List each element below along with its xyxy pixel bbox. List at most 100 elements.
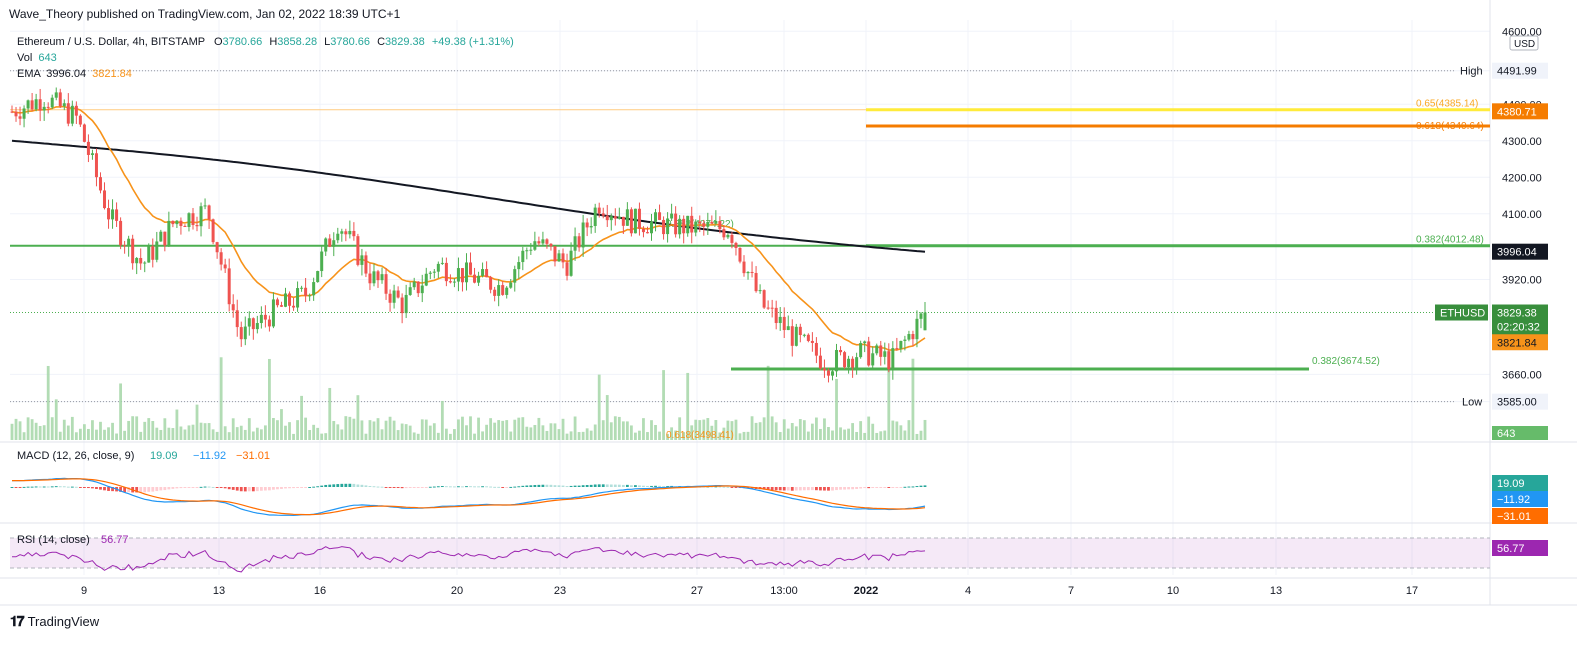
- volume-bar: [549, 423, 553, 440]
- candle-body: [292, 305, 296, 308]
- volume-bar: [839, 427, 842, 440]
- time-tick: 4: [965, 585, 971, 597]
- volume-bar: [569, 431, 573, 440]
- volume-bar: [263, 425, 267, 440]
- candle-body: [58, 92, 62, 107]
- macd-hist-bar: [859, 487, 863, 489]
- volume-tag-bg: [1492, 426, 1548, 440]
- volume-bar: [517, 417, 521, 440]
- volume-bar: [706, 418, 710, 440]
- macd-hist-bar: [211, 486, 215, 488]
- macd-hist-bar: [650, 485, 653, 487]
- macd-hist-bar: [187, 487, 191, 488]
- volume-bar: [143, 421, 147, 440]
- volume-bar: [207, 423, 211, 440]
- volume-bar: [887, 350, 891, 440]
- time-tick: 10: [1167, 585, 1179, 597]
- macd-hist-bar: [30, 486, 34, 488]
- macd-hist-bar: [565, 486, 569, 488]
- candle-body: [577, 236, 581, 248]
- macd-hist-bar: [404, 487, 408, 489]
- volume-bar: [255, 427, 259, 440]
- macd-hist-bar: [171, 487, 175, 489]
- candle-body: [810, 340, 814, 343]
- candle-body: [662, 219, 666, 235]
- volume-bar: [561, 418, 565, 440]
- macd-hist-bar: [203, 486, 207, 488]
- volume-bar: [746, 431, 750, 440]
- macd-hist-bar: [360, 484, 364, 487]
- time-tick: 23: [554, 585, 566, 597]
- price-tick: 3660.00: [1502, 369, 1542, 381]
- candle-body: [621, 216, 625, 226]
- macd-hist-bar: [10, 487, 14, 488]
- macd-hist-bar: [819, 487, 822, 491]
- volume-bar: [340, 429, 344, 440]
- macd-hist-bar: [589, 484, 593, 487]
- macd-hist-bar: [392, 487, 396, 488]
- volume-bar: [585, 428, 589, 440]
- time-tick: 7: [1068, 585, 1074, 597]
- candle-body: [440, 262, 444, 264]
- macd-hist-bar: [119, 487, 122, 492]
- candle-body: [855, 357, 859, 368]
- candle-body: [94, 153, 98, 178]
- macd-hist-bar: [453, 486, 456, 488]
- candle-body: [806, 334, 810, 341]
- volume-tag: 643: [1497, 428, 1515, 440]
- macd-hist-bar: [839, 487, 842, 490]
- macd-hist-bar: [855, 487, 859, 489]
- volume-bar: [428, 425, 432, 440]
- macd-hist-bar: [573, 485, 577, 487]
- volume-bar: [867, 416, 871, 440]
- volume-bar: [239, 425, 243, 440]
- candle-body: [585, 222, 589, 228]
- macd-hist-bar: [722, 486, 726, 488]
- candle-body: [698, 221, 702, 224]
- candle-body: [90, 153, 94, 155]
- time-tick: 27: [691, 585, 703, 597]
- volume-bar: [843, 429, 846, 440]
- candle-body: [227, 268, 231, 305]
- volume-bar: [175, 409, 179, 440]
- macd-hist-bar: [585, 485, 589, 487]
- time-tick: 13: [1270, 585, 1282, 597]
- candle-body: [296, 288, 300, 308]
- candle-body: [26, 100, 30, 109]
- macd-hist-bar: [259, 487, 263, 491]
- macd-hist-bar: [167, 487, 171, 490]
- ohlc-low: L3780.66: [324, 36, 371, 48]
- candle-body: [722, 229, 726, 238]
- candle-body: [78, 115, 82, 125]
- macd-hist-bar: [82, 487, 86, 488]
- macd-hist-bar: [352, 483, 356, 487]
- candle-body: [131, 238, 135, 264]
- candle-body: [420, 285, 424, 294]
- volume-bar: [501, 420, 505, 440]
- candle-body: [151, 246, 155, 260]
- volume-bar: [786, 428, 790, 440]
- candle-body: [923, 312, 927, 331]
- candle-body: [191, 213, 195, 226]
- candle-body: [641, 228, 645, 233]
- macd-hist-bar: [247, 487, 251, 492]
- volume-bar: [505, 420, 509, 440]
- candle-body: [412, 281, 416, 288]
- candle-body: [223, 264, 227, 269]
- candle-body: [706, 221, 710, 227]
- time-tick: 17: [1406, 585, 1418, 597]
- symbol-name: Ethereum / U.S. Dollar, 4h, BITSTAMP: [17, 36, 205, 48]
- volume-bar: [276, 420, 279, 440]
- macd-hist-bar: [26, 486, 30, 488]
- tradingview-logo[interactable]: 𝟏𝟕 TradingView: [10, 613, 99, 630]
- tv-brand-text: TradingView: [27, 614, 100, 629]
- macd-hist-bar: [915, 486, 919, 488]
- macd-hist-bar: [887, 487, 891, 488]
- macd-hist-bar: [867, 487, 871, 489]
- volume-bar: [444, 428, 448, 440]
- candle-body: [155, 241, 159, 260]
- candle-body: [340, 231, 344, 234]
- candle-body: [360, 255, 364, 265]
- candle-body: [658, 212, 662, 220]
